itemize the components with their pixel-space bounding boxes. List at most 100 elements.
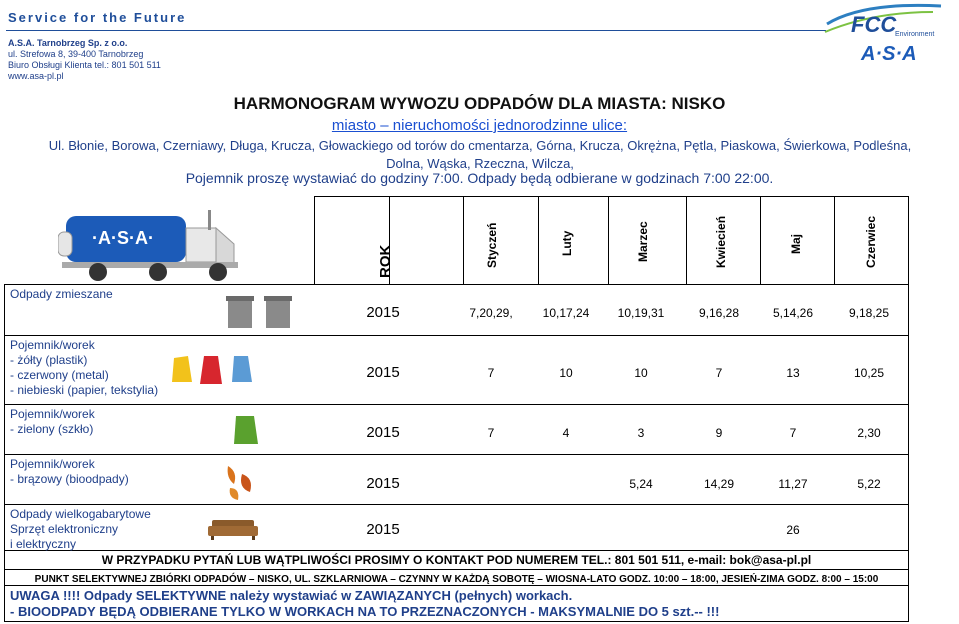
grid-line [4,504,909,505]
green-bag-icon [234,416,258,444]
row-label-line: Odpady zmieszane [10,287,113,301]
cell-may: 11,27 [778,477,808,491]
row-label-line: Pojemnik/worek [10,407,95,421]
grid-line [4,621,909,622]
brand-slogan: Service for the Future [8,10,187,25]
cell-jun: 10,25 [853,366,885,380]
month-header-apr: Kwiecień [714,215,728,268]
cell-may: 7 [789,426,797,440]
month-header-jun: Czerwiec [864,215,878,268]
cell-may: 26 [786,523,800,537]
month-header-mar: Marzec [636,221,650,262]
grid-line [4,569,909,570]
warning-line-2: - BIOODPADY BĘDĄ ODBIERANE TYLKO W WORKA… [10,604,720,619]
grid-line [608,196,609,284]
warning-note: UWAGA !!!! Odpady SELEKTYWNE należy wyst… [10,588,719,620]
cell-jan: 7 [487,426,495,440]
company-web: www.asa-pl.pl [8,71,64,81]
cell-mar: 5,24 [629,477,653,491]
street-list-line-2: Dolna, Wąska, Rzeczna, Wilcza, [386,156,574,171]
row-year: 2015 [366,521,400,538]
grid-line [908,196,909,622]
grid-line [834,196,835,284]
logo-asa-text: A·S·A [860,43,917,64]
row-label-bulky: Odpady wielkogabarytowe Sprzęt elektroni… [10,507,151,552]
warning-line-1: UWAGA !!!! Odpady SELEKTYWNE należy wyst… [10,588,573,603]
logo-fcc-text: FCC [851,12,897,37]
cell-jun: 5,22 [857,477,881,491]
cell-mar: 10 [634,366,648,380]
grid-line [4,335,909,336]
cell-mar: 3 [637,426,645,440]
row-label-selective: Pojemnik/worek - żółty (plastik) - czerw… [10,338,158,398]
month-header-may: Maj [789,233,803,254]
company-address: A.S.A. Tarnobrzeg Sp. z o.o. ul. Strefow… [8,38,161,82]
row-year: 2015 [366,364,400,381]
row-label-glass: Pojemnik/worek - zielony (szkło) [10,407,95,437]
truck-logo-text: ·A·S·A· [92,228,154,248]
grid-line [314,196,315,284]
grid-line [389,196,390,284]
row-year: 2015 [366,475,400,492]
row-label-mixed: Odpady zmieszane [10,287,113,302]
row-label-line: Pojemnik/worek [10,457,95,471]
grey-bin-icon [226,296,292,328]
row-year: 2015 [366,424,400,441]
cell-apr: 9 [715,426,723,440]
cell-jan: 7 [487,366,495,380]
cell-feb: 10,17,24 [542,306,590,320]
cell-feb: 4 [562,426,570,440]
cell-mar: 10,19,31 [617,306,665,320]
cell-jan: 7,20,29, [469,306,513,320]
cell-apr: 7 [715,366,723,380]
recycling-bags-icon [172,356,252,384]
autumn-leaves-icon [227,466,251,500]
sofa-icon [208,520,258,540]
row-year: 2015 [366,304,400,321]
grid-line [4,284,909,285]
collection-hours: Pojemnik proszę wystawiać do godziny 7:0… [185,170,774,186]
street-list: Ul. Błonie, Borowa, Czerniawy, Długa, Kr… [40,137,920,173]
grid-line [4,454,909,455]
row-label-line: - żółty (plastik) [10,353,88,367]
contact-note: W PRZYPADKU PYTAŃ LUB WĄTPLIWOŚCI PROSIM… [101,553,812,567]
fcc-asa-logo: FCC Environment A·S·A [824,3,942,64]
company-street: ul. Strefowa 8, 39-400 Tarnobrzeg [8,49,144,59]
pszok-note: PUNKT SELEKTYWNEJ ZBIÓRKI ODPADÓW – NISK… [34,574,879,585]
month-header-feb: Luty [560,230,574,256]
grid-line [4,585,909,586]
logo-env-text: Environment [895,31,934,38]
year-header: ROK [377,244,394,278]
row-label-line: - niebieski (papier, tekstylia) [10,383,159,397]
row-label-line: i elektryczny [10,537,77,551]
row-label-line: - czerwony (metal) [10,368,109,382]
header-divider [6,30,826,31]
row-label-line: Pojemnik/worek [10,338,95,352]
grid-line [4,404,909,405]
grid-line [760,196,761,284]
cell-feb: 10 [559,366,573,380]
street-list-line-1: Ul. Błonie, Borowa, Czerniawy, Długa, Kr… [48,138,912,153]
row-label-line: Sprzęt elektroniczny [10,522,119,536]
month-header-jan: Styczeń [485,222,499,268]
cell-apr: 9,16,28 [698,306,740,320]
cell-may: 13 [786,366,800,380]
grid-line [314,196,909,197]
company-name: A.S.A. Tarnobrzeg Sp. z o.o. [8,38,128,48]
row-label-line: - brązowy (bioodpady) [10,472,129,486]
cell-jun: 9,18,25 [848,306,890,320]
grid-line [4,284,5,622]
grid-line [538,196,539,284]
page-title: HARMONOGRAM WYWOZU ODPADÓW DLA MIASTA: N… [233,94,726,113]
garbage-truck-icon: ·A·S·A· [58,210,238,281]
schedule-table: ·A·S·A· ROK Styczeń Luty Marzec Kwiecień… [4,196,909,622]
row-label-bio: Pojemnik/worek - brązowy (bioodpady) [10,457,129,487]
row-label-line: - zielony (szkło) [10,422,94,436]
cell-jun: 2,30 [857,426,881,440]
grid-line [463,196,464,284]
company-phone: Biuro Obsługi Klienta tel.: 801 501 511 [8,60,161,70]
cell-may: 5,14,26 [772,306,814,320]
cell-apr: 14,29 [703,477,735,491]
row-label-line: Odpady wielkogabarytowe [10,507,151,521]
page-subtitle: miasto – nieruchomości jednorodzinne uli… [331,117,628,134]
